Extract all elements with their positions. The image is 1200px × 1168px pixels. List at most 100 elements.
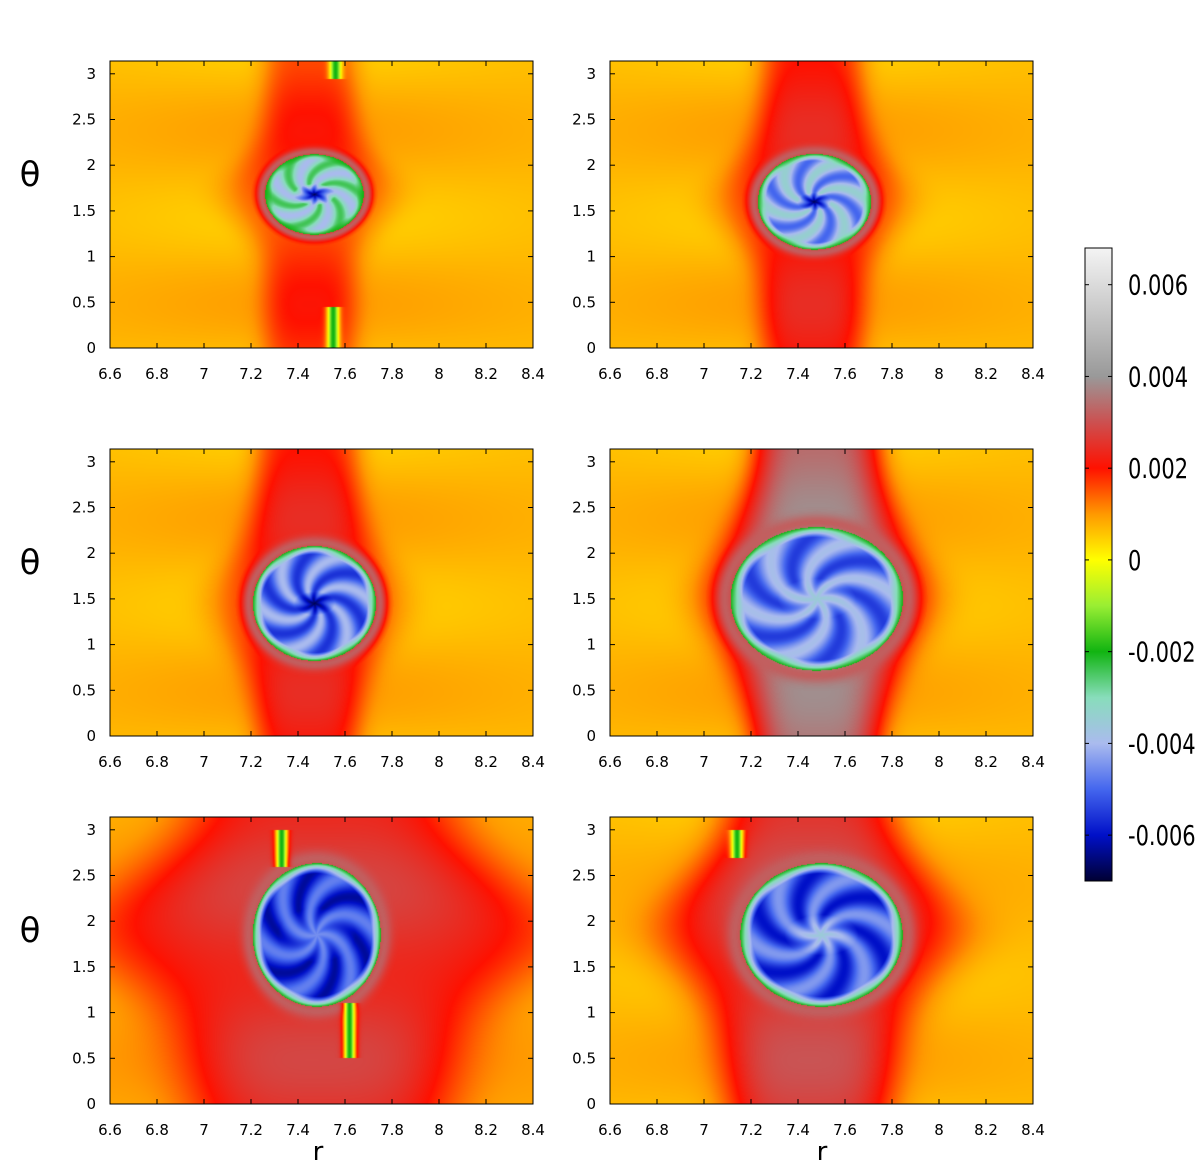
y-tick-label: 0: [86, 339, 96, 357]
x-tick-label: 8: [934, 1121, 944, 1139]
x-tick-label: 6.8: [145, 365, 169, 383]
y-tick-label: 2.5: [572, 866, 596, 884]
y-tick-label: 0: [586, 727, 596, 745]
y-tick-label: 1: [86, 248, 96, 266]
x-tick-label: 6.6: [98, 365, 122, 383]
y-tick-label: 1: [586, 1004, 596, 1022]
y-tick-label: 3: [86, 453, 96, 471]
y-tick-label: 2.5: [572, 110, 596, 128]
x-tick-label: 7.6: [833, 1121, 857, 1139]
y-tick-label: 3: [586, 65, 596, 83]
heatmap-panel-2: [610, 61, 1033, 348]
colorbar-gradient: [1084, 247, 1113, 882]
y-tick-label: 2.5: [72, 110, 96, 128]
x-tick-label: 8.2: [474, 1121, 498, 1139]
y-tick-label: 0: [586, 1095, 596, 1113]
y-tick-label: 2: [86, 544, 96, 562]
y-tick-label: 1.5: [572, 958, 596, 976]
y-tick-label: 1: [86, 1004, 96, 1022]
panel-3: 6.6 6.8 7 7.2 7.4 7.6 7.8 8 8.2 8.4 0 0.5 1 1.5 2 2.5 3: [72, 448, 545, 771]
panel-frame: [609, 816, 1034, 1105]
x-tick-label: 6.8: [645, 1121, 669, 1139]
y-tick-label: 1: [586, 248, 596, 266]
y-tick-label: 2.5: [72, 866, 96, 884]
x-tick-label: 6.8: [645, 365, 669, 383]
x-tick-label: 8.2: [974, 753, 998, 771]
y-tick-label: 3: [86, 821, 96, 839]
x-tick-label: 7.2: [739, 753, 763, 771]
y-tick-label: 2: [586, 912, 596, 930]
x-tick-label: 7.2: [739, 365, 763, 383]
y-tick-label: 2: [86, 156, 96, 174]
y-tick-label: 1.5: [72, 958, 96, 976]
x-tick-label: 6.6: [598, 1121, 622, 1139]
x-tick-label: 7.4: [286, 753, 310, 771]
panel-frame: [109, 816, 534, 1105]
x-tick-label: 7: [699, 1121, 709, 1139]
x-tick-label: 8: [434, 365, 444, 383]
panel-frame: [609, 60, 1034, 349]
heatmap-panel-1: [110, 61, 533, 348]
x-tick-label: 7.2: [239, 365, 263, 383]
x-tick-label: 7.8: [880, 753, 904, 771]
y-tick-label: 0: [586, 339, 596, 357]
y-tick-label: 1.5: [72, 202, 96, 220]
x-tick-label: 7.8: [380, 753, 404, 771]
y-tick-label: 2.5: [72, 498, 96, 516]
x-tick-label: 8.2: [474, 365, 498, 383]
colorbar-tick-label: -0.006: [1128, 819, 1196, 852]
x-tick-label: 8.2: [474, 753, 498, 771]
panel-1: 6.6 6.8 7 7.2 7.4 7.6 7.8 8 8.2 8.4 0 0.5 1 1.5 2 2.5 3: [72, 60, 545, 383]
x-tick-label: 7.8: [880, 365, 904, 383]
y-axis-label: θ: [20, 543, 41, 583]
x-tick-label: 8.2: [974, 365, 998, 383]
panel-frame: [109, 60, 534, 349]
x-tick-label: 8.4: [521, 753, 545, 771]
heatmap-panel-6: [610, 817, 1033, 1104]
panel-frame: [109, 448, 534, 737]
y-tick-label: 0.5: [72, 1049, 96, 1067]
x-tick-label: 7.4: [786, 1121, 810, 1139]
x-axis-label: r: [313, 1137, 324, 1167]
x-tick-label: 8.4: [1021, 365, 1045, 383]
y-tick-label: 1.5: [572, 202, 596, 220]
y-tick-label: 0.5: [572, 293, 596, 311]
heatmap-panel-3: [110, 449, 533, 736]
x-tick-label: 7: [199, 753, 209, 771]
x-tick-label: 8.4: [1021, 1121, 1045, 1139]
y-tick-label: 0.5: [72, 293, 96, 311]
x-tick-label: 6.6: [598, 365, 622, 383]
x-tick-label: 7: [199, 365, 209, 383]
y-tick-label: 2: [586, 156, 596, 174]
x-tick-label: 7.6: [333, 365, 357, 383]
x-tick-label: 7.4: [786, 365, 810, 383]
x-tick-label: 6.8: [645, 753, 669, 771]
colorbar-tick-label: 0.006: [1128, 269, 1188, 302]
x-tick-label: 7.4: [286, 1121, 310, 1139]
x-tick-label: 8.4: [521, 1121, 545, 1139]
y-tick-label: 3: [586, 821, 596, 839]
panel-4: 6.6 6.8 7 7.2 7.4 7.6 7.8 8 8.2 8.4 0 0.5 1 1.5 2 2.5 3: [572, 448, 1045, 771]
x-tick-label: 7: [699, 365, 709, 383]
x-tick-label: 7.2: [739, 1121, 763, 1139]
y-tick-label: 0.5: [72, 681, 96, 699]
x-tick-label: 7.2: [239, 753, 263, 771]
panel-2: 6.6 6.8 7 7.2 7.4 7.6 7.8 8 8.2 8.4 0 0.5 1 1.5 2 2.5 3: [572, 60, 1045, 383]
colorbar-tick-label: 0: [1128, 544, 1141, 577]
y-axis-label: θ: [20, 911, 41, 951]
x-tick-label: 7.4: [286, 365, 310, 383]
panel-5: 6.6 6.8 7 7.2 7.4 7.6 7.8 8 8.2 8.4 0 0.5 1 1.5 2 2.5 3: [72, 816, 545, 1139]
y-tick-label: 1.5: [572, 590, 596, 608]
x-tick-label: 7.8: [380, 365, 404, 383]
x-tick-label: 7.8: [880, 1121, 904, 1139]
x-axis-label: r: [817, 1137, 828, 1167]
y-tick-label: 2: [586, 544, 596, 562]
x-tick-label: 7: [199, 1121, 209, 1139]
x-tick-label: 7.6: [833, 365, 857, 383]
x-tick-label: 6.6: [598, 753, 622, 771]
y-tick-label: 1: [586, 636, 596, 654]
colorbar-tick-label: -0.002: [1128, 636, 1196, 669]
x-tick-label: 6.8: [145, 1121, 169, 1139]
colorbar: 0.006 0.004 0.002 0 -0.002 -0.004 -0.006: [1084, 247, 1196, 882]
